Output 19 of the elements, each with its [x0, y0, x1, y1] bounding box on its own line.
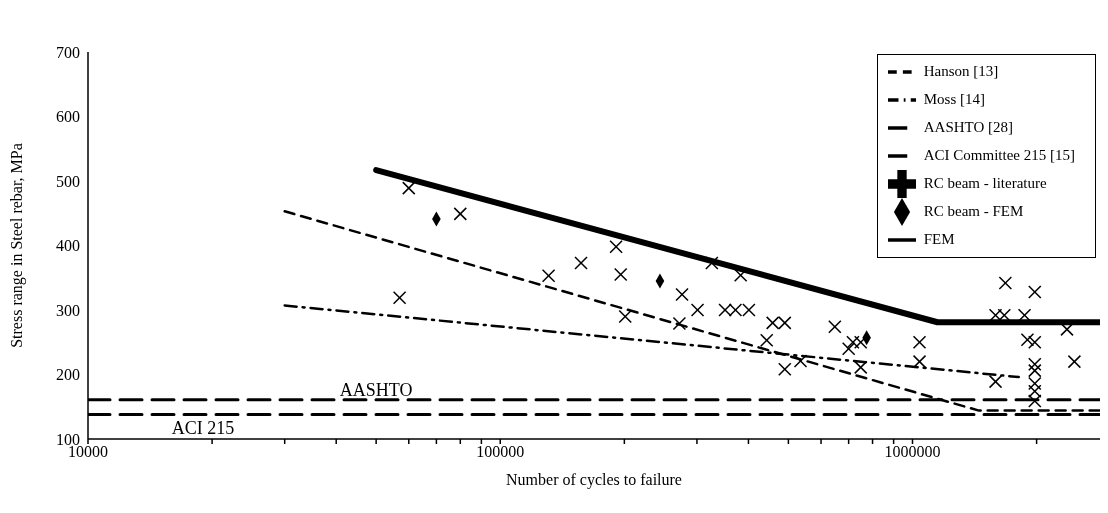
- y-tick-label: 300: [56, 301, 80, 319]
- y-tick-label: 700: [56, 43, 80, 61]
- y-tick-label: 400: [56, 237, 80, 255]
- annotation: AASHTO: [339, 379, 413, 400]
- y-tick-label: 600: [56, 108, 80, 126]
- x-tick-label: 100000: [476, 443, 525, 461]
- legend-label: ACI Committee 215 [15]: [923, 146, 1075, 163]
- legend-label: AASHTO [28]: [923, 118, 1014, 135]
- legend-label: Moss [14]: [923, 90, 986, 107]
- legend-label: RC beam - literature: [923, 174, 1047, 191]
- y-tick-label: 200: [56, 366, 80, 384]
- y-axis-title: Stress range in Steel rebar, MPa: [7, 143, 26, 348]
- y-tick-label: 500: [56, 172, 80, 190]
- legend-label: RC beam - FEM: [923, 202, 1024, 219]
- legend-label: Hanson [13]: [923, 62, 999, 79]
- x-tick-label: 1000000: [884, 443, 941, 461]
- annotation: ACI 215: [171, 418, 235, 439]
- legend-label: FEM: [923, 230, 955, 247]
- x-axis-title: Number of cycles to failure: [506, 471, 682, 489]
